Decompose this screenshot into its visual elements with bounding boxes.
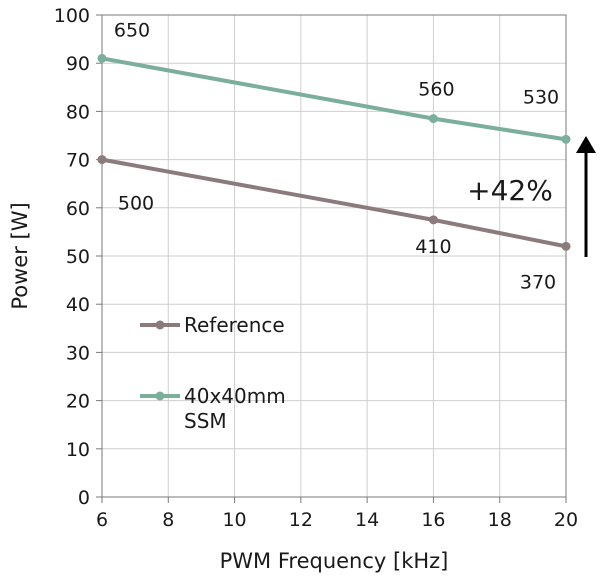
y-tick-label: 50 xyxy=(66,246,90,268)
annotation-text: +42% xyxy=(467,174,553,207)
legend-swatch-marker xyxy=(155,391,165,401)
axes xyxy=(96,14,567,503)
data-point xyxy=(428,215,438,225)
data-label: 650 xyxy=(114,19,150,41)
x-tick-label: 8 xyxy=(162,509,174,531)
x-tick-label: 14 xyxy=(355,509,379,531)
series-line-1 xyxy=(101,56,567,142)
x-tick-labels: 6 8 10 12 14 16 18 20 xyxy=(96,509,578,531)
grid-lines xyxy=(101,14,567,498)
y-tick-labels: 0 10 20 30 40 50 60 70 80 90 100 xyxy=(54,5,90,509)
data-point xyxy=(561,134,571,144)
legend-label-line: 40x40mm xyxy=(184,384,286,408)
x-tick-label: 12 xyxy=(289,509,313,531)
data-point xyxy=(428,114,438,124)
plot-frame xyxy=(101,14,567,498)
data-label: 370 xyxy=(520,271,556,293)
y-tick-label: 20 xyxy=(66,391,90,413)
data-point xyxy=(97,53,107,63)
y-tick-label: 70 xyxy=(66,150,90,172)
y-tick-label: 0 xyxy=(78,487,90,509)
series-lines xyxy=(97,53,571,251)
legend-label-line: SSM xyxy=(184,409,227,433)
data-label: 410 xyxy=(415,236,451,258)
y-tick-label: 10 xyxy=(66,439,90,461)
data-point xyxy=(561,241,571,251)
legend: Reference 40x40mm SSM xyxy=(140,313,286,433)
y-tick-label: 100 xyxy=(54,5,90,27)
y-tick-label: 30 xyxy=(66,342,90,364)
data-label: 560 xyxy=(418,79,454,101)
x-tick-label: 16 xyxy=(421,509,445,531)
y-axis-title: Power [W] xyxy=(8,202,32,309)
up-arrow-icon xyxy=(576,136,596,153)
x-tick-label: 18 xyxy=(488,509,512,531)
legend-label: 40x40mm SSM xyxy=(184,384,286,433)
x-tick-label: 20 xyxy=(554,509,578,531)
data-label: 500 xyxy=(118,193,154,215)
x-tick-label: 6 xyxy=(96,509,108,531)
y-tick-label: 90 xyxy=(66,53,90,75)
data-label: 530 xyxy=(523,86,559,108)
x-tick-label: 10 xyxy=(222,509,246,531)
x-axis-title: PWM Frequency [kHz] xyxy=(220,549,449,573)
data-point xyxy=(97,155,107,165)
legend-label: Reference xyxy=(184,313,285,337)
annotation: +42% xyxy=(467,136,596,257)
y-tick-label: 80 xyxy=(66,101,90,123)
data-labels: 500 410 370 650 560 530 xyxy=(114,19,559,293)
legend-swatch-marker xyxy=(155,320,165,330)
y-tick-label: 40 xyxy=(66,294,90,316)
y-tick-label: 60 xyxy=(66,198,90,220)
